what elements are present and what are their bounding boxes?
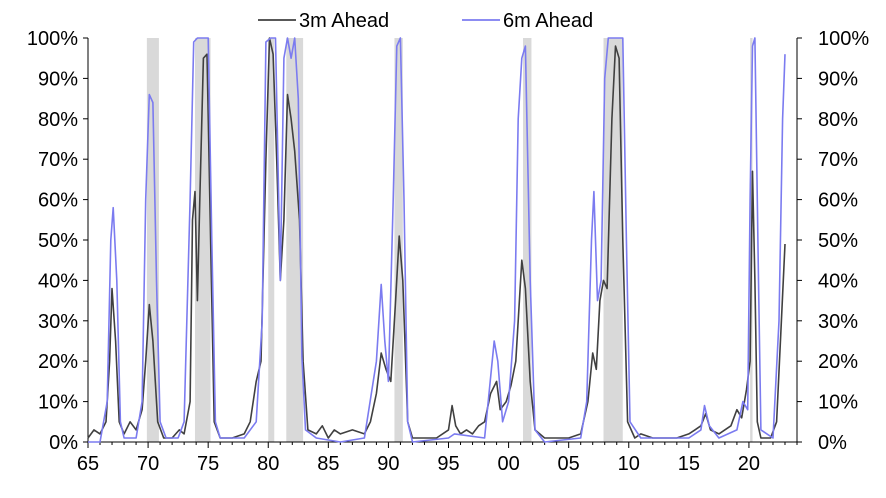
recession-shading [146,38,753,442]
y-tick-label-right: 40% [818,270,858,292]
y-tick-label-right: 70% [818,149,858,171]
y-tick-label-right: 60% [818,190,858,212]
y-tick-label-right: 20% [818,351,858,373]
y-tick-label-left: 30% [38,311,78,333]
legend-label-1: 6m Ahead [503,10,593,32]
series-lines [87,37,786,443]
x-tick-label: 20 [738,453,760,475]
recession-band-0 [146,38,159,442]
y-tick-label-left: 10% [38,392,78,414]
y-tick-label-right: 100% [818,28,869,50]
y-tick-label-right: 10% [818,392,858,414]
y-tick-label-left: 50% [38,230,78,252]
x-tick-label: 65 [77,453,99,475]
y-tick-label-right: 0% [818,432,847,454]
y-tick-label-right: 30% [818,311,858,333]
recession-band-5 [523,38,532,442]
y-tick-label-left: 60% [38,190,78,212]
y-tick-label-left: 0% [49,432,78,454]
x-tick-label: 85 [317,453,339,475]
y-tick-label-left: 90% [38,68,78,90]
recession-band-1 [194,38,211,442]
x-tick-label: 05 [558,453,580,475]
recession-band-2 [268,38,275,442]
legend-label-0: 3m Ahead [299,10,389,32]
y-tick-label-right: 80% [818,109,858,131]
recession-band-6 [603,38,623,442]
y-tick-label-left: 80% [38,109,78,131]
y-tick-label-right: 90% [818,68,858,90]
x-tick-label: 80 [257,453,279,475]
y-tick-label-left: 70% [38,149,78,171]
tick-labels: 0% 0% 10% 10% 20% 20% 30% 30% 40% 40% 50% 50% 60% 60%… [27,28,870,475]
x-tick-label: 75 [197,453,219,475]
y-tick-label-left: 40% [38,270,78,292]
x-tick-label: 00 [497,453,519,475]
chart-legend: 3m Ahead 6m Ahead [258,10,593,32]
chart-axes [83,37,802,448]
x-tick-label: 15 [678,453,700,475]
x-tick-label: 95 [437,453,459,475]
series-line-6m-ahead [88,37,786,443]
x-tick-label: 90 [377,453,399,475]
y-tick-label-left: 100% [27,28,78,50]
y-tick-label-right: 50% [818,230,858,252]
y-tick-label-left: 20% [38,351,78,373]
x-tick-label: 10 [618,453,640,475]
x-tick-label: 70 [137,453,159,475]
